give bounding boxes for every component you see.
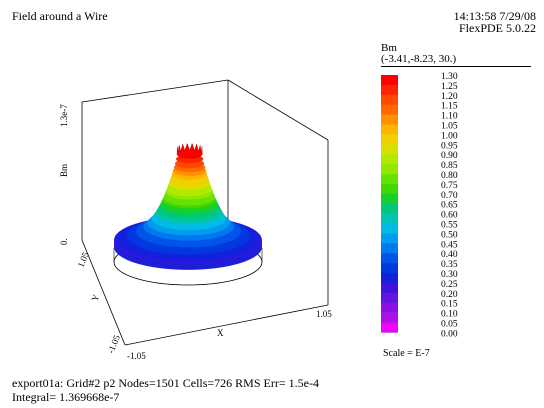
legend-swatch — [381, 84, 398, 96]
legend-level-label: 0.65 — [441, 201, 458, 211]
legend-swatch — [381, 94, 398, 105]
legend-level-label: 0.95 — [441, 141, 458, 151]
legend-swatch — [381, 144, 398, 155]
surface-peak — [176, 142, 203, 159]
y-axis-line — [81, 239, 126, 346]
legend-swatch — [381, 193, 398, 204]
legend-level-label: 1.20 — [441, 92, 458, 102]
legend-level-label: 0.10 — [441, 310, 458, 320]
legend-level-label: 0.80 — [441, 171, 458, 181]
legend-view-point: (-3.41,-8.23, 30.) — [381, 53, 457, 65]
legend-swatch — [381, 312, 398, 323]
legend-swatch — [381, 243, 398, 254]
legend-level-label: 0.85 — [441, 161, 458, 171]
legend-level-label: 0.60 — [441, 211, 458, 221]
legend-level-label: 0.00 — [441, 329, 458, 339]
y-tick-top: 1.05 — [76, 250, 91, 269]
y-tick-bottom: -1.05 — [106, 333, 122, 355]
legend-swatch — [381, 203, 398, 214]
x-tick-right: 1.05 — [316, 309, 332, 319]
legend-level-label: 1.15 — [441, 102, 458, 112]
legend-level-label: 0.75 — [441, 181, 458, 191]
legend-swatch — [381, 174, 398, 185]
x-axis-line — [124, 304, 329, 346]
legend-swatch — [381, 75, 398, 86]
legend-level-label: 0.45 — [441, 240, 458, 250]
legend-swatch — [381, 183, 398, 195]
x-tick-left: -1.05 — [127, 351, 146, 361]
legend-divider — [381, 66, 531, 67]
legend-level-label: 0.50 — [441, 230, 458, 240]
z-axis-label: Bm — [59, 164, 69, 177]
legend-swatch — [381, 302, 398, 313]
legend-level-label: 0.90 — [441, 151, 458, 161]
legend-swatch — [381, 253, 398, 264]
legend-swatch — [381, 114, 398, 125]
legend-level-label: 1.30 — [441, 72, 458, 82]
legend-level-label: 1.05 — [441, 122, 458, 132]
timestamp: 14:13:58 7/29/08 — [453, 9, 536, 23]
legend-swatch — [381, 154, 398, 165]
legend-level-label: 0.35 — [441, 260, 458, 270]
legend-swatch — [381, 134, 398, 145]
legend-level-label: 0.55 — [441, 221, 458, 231]
legend-swatch — [381, 104, 398, 115]
surface-bands — [114, 142, 262, 270]
legend-swatch — [381, 233, 398, 244]
legend-swatch — [381, 213, 398, 224]
legend-level-label: 1.00 — [441, 131, 458, 141]
footer-integral: Integral= 1.369668e-7 — [12, 390, 120, 404]
legend-swatch — [381, 263, 398, 274]
surface-rim — [114, 238, 262, 270]
legend-level-label: 0.05 — [441, 320, 458, 330]
box-top-right — [227, 79, 329, 141]
legend-level-label: 0.40 — [441, 250, 458, 260]
legend-level-label: 1.25 — [441, 82, 458, 92]
color-legend: 1.301.251.201.151.101.051.000.950.900.85… — [381, 72, 458, 339]
program-version: FlexPDE 5.0.22 — [458, 21, 536, 35]
legend-variable: Bm — [381, 42, 397, 54]
legend-swatch — [381, 124, 398, 135]
footer-stats: export01a: Grid#2 p2 Nodes=1501 Cells=72… — [12, 376, 319, 390]
legend-level-label: 0.70 — [441, 191, 458, 201]
legend-swatch — [381, 292, 398, 303]
legend-level-label: 0.15 — [441, 300, 458, 310]
y-axis-label: Y — [90, 293, 102, 303]
legend-swatch — [381, 273, 398, 284]
legend-swatch — [381, 324, 398, 329]
legend-scale: Scale = E-7 — [383, 348, 430, 359]
legend-level-label: 0.25 — [441, 280, 458, 290]
legend-swatch — [381, 282, 398, 294]
legend-swatch — [381, 223, 398, 234]
plot-title: Field around a Wire — [12, 9, 108, 23]
legend-swatch — [381, 164, 398, 175]
legend-level-label: 0.20 — [441, 290, 458, 300]
z-tick-bottom: 0. — [59, 238, 69, 245]
box-top-back — [81, 79, 229, 103]
z-tick-top: 1.3e-7 — [59, 104, 69, 127]
legend-level-label: 0.30 — [441, 270, 458, 280]
legend-level-label: 1.10 — [441, 112, 458, 122]
x-axis-label: X — [217, 328, 224, 338]
